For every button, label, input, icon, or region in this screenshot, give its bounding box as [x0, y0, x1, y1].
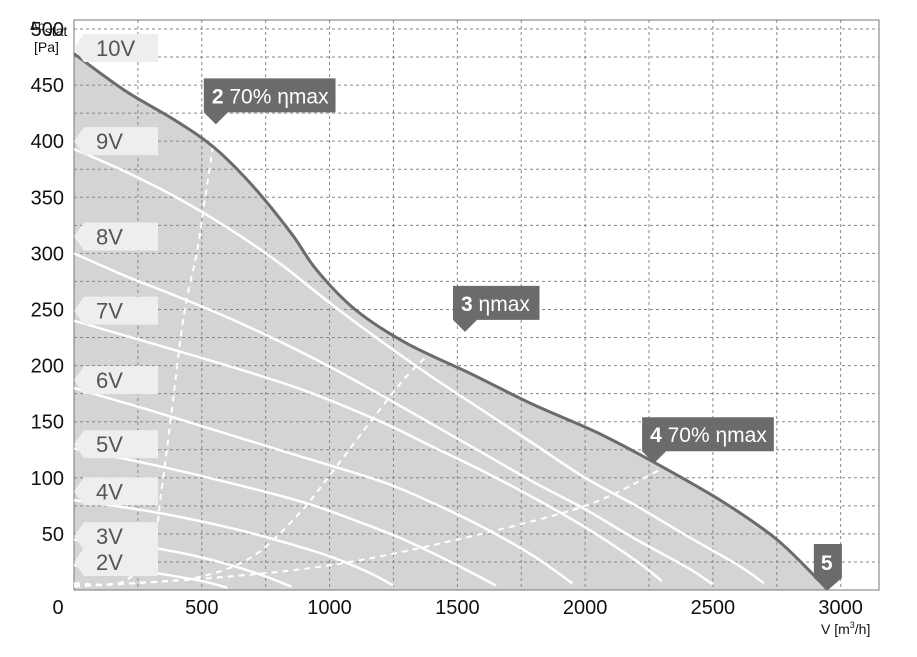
callout-box: [453, 285, 540, 332]
voltage-tag-shape: [74, 366, 158, 395]
callout-box: [813, 544, 842, 590]
y-axis-unit-bracket: [Pa]: [34, 39, 59, 55]
y-tick-label: 300: [31, 243, 64, 265]
callout-5: 5: [813, 544, 842, 590]
callout-number: 3: [461, 293, 473, 316]
x-tick-label: 500: [185, 597, 218, 619]
callout-4: 4 70% ηmax: [642, 417, 774, 464]
voltage-tag-text: 4V: [96, 479, 123, 504]
callout-box: [203, 78, 336, 125]
voltage-label-4v: 4V: [74, 477, 158, 506]
voltage-tag-shape: [74, 430, 158, 459]
series-line-5v: [74, 447, 497, 587]
x-tick-label: 2500: [691, 597, 736, 619]
y-axis-ticks: 50 100 150 200 250 300 350 400 450 500: [31, 19, 64, 546]
efficiency-line-2: [74, 328, 463, 587]
callout-number: 2: [212, 85, 224, 108]
callout-label: 70% ηmax: [224, 85, 330, 108]
y-unit-symbol: Δp: [30, 19, 45, 33]
voltage-label-3v: 3V: [74, 522, 158, 551]
x-axis-unit: V [m3/h]: [821, 620, 870, 637]
series-line-6v: [74, 386, 574, 585]
series-line-7v: [74, 319, 663, 582]
y-tick-label: 150: [31, 412, 64, 434]
x-unit-prefix: V [m: [821, 621, 850, 637]
y-tick-label: 50: [42, 524, 64, 546]
y-tick-label: 100: [31, 468, 64, 490]
voltage-tag-text: 5V: [96, 432, 123, 457]
y-tick-label: 250: [31, 299, 64, 321]
y-axis-unit: Δpstat: [30, 19, 67, 39]
callout-label: 70% ηmax: [662, 424, 768, 447]
callout-box: [642, 417, 774, 464]
callouts: 2 70% ηmax 3 ηmax 4 70% ηmax 5: [203, 78, 842, 590]
callout-2: 2 70% ηmax: [203, 78, 336, 125]
voltage-tag-text: 10V: [96, 36, 135, 61]
voltage-tag-shape: [74, 522, 158, 551]
voltage-label-10v: 10V: [74, 34, 158, 63]
voltage-tag-shape: [74, 547, 158, 576]
voltage-tag-shape: [74, 127, 158, 156]
y-unit-subscript: stat: [45, 23, 68, 39]
x-axis-ticks: 0 500 1000 1500 2000 2500 3000: [52, 597, 862, 619]
voltage-tag-text: 6V: [96, 368, 123, 393]
voltage-label-9v: 9V: [74, 127, 158, 156]
x-tick-label: 0: [52, 597, 63, 619]
efficiency-line-3: [74, 467, 663, 588]
voltage-tag-text: 9V: [96, 129, 123, 154]
x-unit-suffix: /h]: [855, 621, 871, 637]
y-tick-label: 200: [31, 356, 64, 378]
x-tick-label: 3000: [818, 597, 863, 619]
voltage-tag-text: 8V: [96, 225, 123, 250]
y-tick-label: 500: [31, 19, 64, 41]
series-line-9v: [74, 147, 765, 585]
voltage-tag-shape: [74, 296, 158, 325]
callout-3: 3 ηmax: [453, 285, 540, 332]
y-tick-label: 350: [31, 187, 64, 209]
series-line-4v: [74, 498, 394, 587]
voltage-label-6v: 6V: [74, 366, 158, 395]
voltage-tag-shape: [74, 34, 158, 63]
x-unit-superscript: 3: [850, 620, 855, 630]
callout-text: 4 70% ηmax: [650, 424, 767, 447]
x-tick-label: 2000: [563, 597, 608, 619]
voltage-label-7v: 7V: [74, 296, 158, 325]
x-tick-label: 1000: [307, 597, 352, 619]
y-tick-label: 400: [31, 131, 64, 153]
operating-region-fill: [74, 53, 828, 590]
voltage-label-2v: 2V: [74, 547, 158, 576]
voltage-tag-shape: [74, 477, 158, 506]
callout-number: 4: [650, 424, 662, 447]
y-tick-label: 450: [31, 75, 64, 97]
plot-frame: [73, 19, 880, 591]
callout-text: 2 70% ηmax: [212, 85, 329, 108]
voltage-tag-text: 2V: [96, 550, 123, 575]
callout-number: 5: [821, 552, 833, 575]
voltage-tag-text: 7V: [96, 299, 123, 324]
voltage-tag-shape: [74, 222, 158, 251]
x-tick-label: 1500: [435, 597, 480, 619]
callout-text: 3 ηmax: [461, 293, 530, 316]
voltage-label-8v: 8V: [74, 222, 158, 251]
voltage-tag-text: 3V: [96, 524, 123, 549]
series-line-10v: [74, 52, 829, 590]
series-line-8v: [74, 252, 714, 586]
voltage-label-5v: 5V: [74, 430, 158, 459]
callout-label: ηmax: [473, 293, 531, 316]
